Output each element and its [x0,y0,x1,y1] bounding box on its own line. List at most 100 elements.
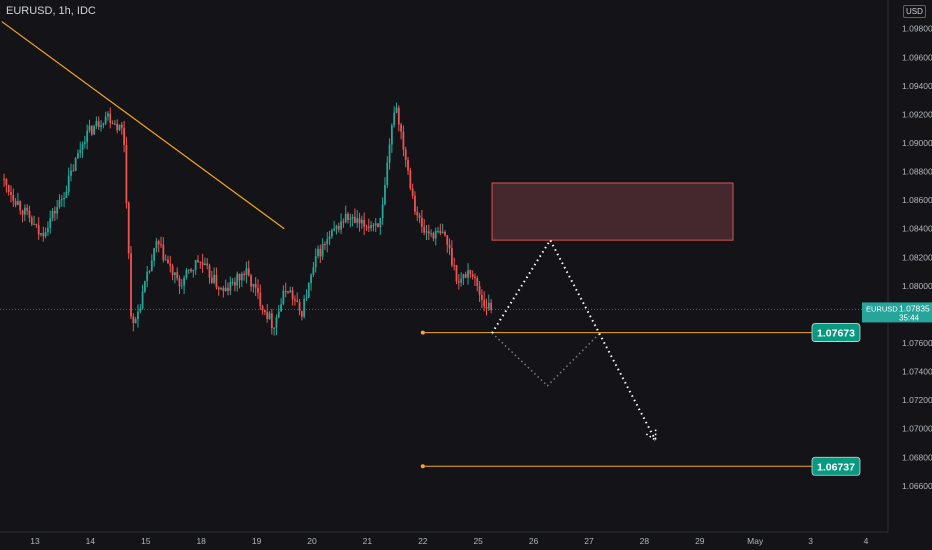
candle-body [118,124,121,131]
candle-body [416,211,419,216]
candle-body [240,273,243,281]
time-tick-label: 28 [640,536,650,546]
time-tick-label: 21 [363,536,373,546]
candle-body [330,230,333,237]
candle-body [354,216,356,223]
price-tick-label: 1.07200 [902,395,932,405]
candle-body [157,241,160,245]
candle-body [180,285,183,287]
candle-body [238,273,241,281]
candle-body [3,178,5,180]
symbol-title[interactable]: EURUSD, 1h, IDC [6,5,96,17]
candle-body [310,274,312,283]
candle-body [317,248,319,256]
candle-body [81,143,84,151]
candle-body [35,224,38,226]
currency-badge[interactable]: USD [903,5,926,18]
candle-body [446,235,449,245]
candle-body [63,198,65,200]
candle-body [266,311,269,320]
candle-body [457,281,460,283]
candle-body [21,210,24,215]
price-tick-label: 1.08600 [902,195,932,205]
candle-body [284,290,287,292]
time-tick-label: 3 [808,536,813,546]
candle-body [476,278,479,286]
candle-body [185,269,188,278]
candle-body [400,124,403,132]
bar-countdown: 35:44 [899,313,920,322]
level-anchor [420,464,425,469]
price-tick-label: 1.07400 [902,367,932,377]
candle-body [379,217,382,228]
candle-body [273,327,276,329]
candle-body [319,248,322,257]
candle-body [88,125,91,131]
candle-body [374,223,377,226]
time-tick-label: 20 [307,536,317,546]
candle-body [51,211,54,219]
candle-body [356,218,359,223]
candle-body [123,127,126,145]
candle-body [79,150,82,154]
candle-body [120,124,123,128]
current-price-symbol: EURUSD [866,304,898,313]
candle-body [487,302,490,309]
candle-body [173,272,176,275]
candle-body [187,269,190,271]
candle-body [60,199,63,201]
candle-body [141,291,144,309]
candle-body [164,259,167,261]
candle-body [464,274,467,278]
level-price-label: 1.07673 [817,328,855,340]
price-tick-label: 1.08400 [902,224,932,234]
candle-body [215,274,218,288]
candle-body [40,233,42,235]
candle-body [127,202,130,254]
candle-body [44,232,47,237]
candle-body [5,179,8,186]
candle-body [252,283,255,287]
time-tick-label: 4 [864,536,869,546]
candle-body [217,287,220,290]
candle-body [67,175,70,192]
candle-body [314,255,317,268]
candle-body [125,144,128,203]
candle-body [190,269,192,272]
candle-body [229,282,232,291]
candle-body [222,288,225,292]
time-tick-label: 13 [30,536,40,546]
candle-body [490,302,493,310]
candle-body [37,225,40,235]
candle-body [155,241,158,249]
candle-body [259,292,262,307]
candle-body [254,283,257,288]
candle-body [109,113,112,124]
candle-body [30,218,33,225]
candle-body [430,233,433,235]
candle-body [160,244,162,246]
candle-body [146,271,149,282]
candle-body [414,195,416,212]
candle-body [275,317,278,328]
candle-body [450,248,453,266]
candle-body [381,204,384,218]
alternate-projection-path [491,332,601,387]
price-tick-label: 1.08000 [902,281,932,291]
time-tick-label: 18 [196,536,206,546]
candle-body [360,219,363,224]
candle-body [397,107,400,125]
time-axis[interactable]: 13 14 15 18 19 20 21 22 25 26 27 28 29 May 3 4 [30,536,868,546]
time-tick-label: 29 [695,536,705,546]
candle-body [427,231,430,234]
candle-body [206,263,209,266]
candle-body [363,219,366,227]
candle-body [298,301,301,311]
candle-body [312,267,315,275]
candle-body [28,210,31,219]
time-tick-label: 14 [86,536,96,546]
candle-body [183,277,186,286]
price-axis[interactable]: 1.09800 1.09600 1.09400 1.09200 1.09000 1.088… [902,24,932,491]
